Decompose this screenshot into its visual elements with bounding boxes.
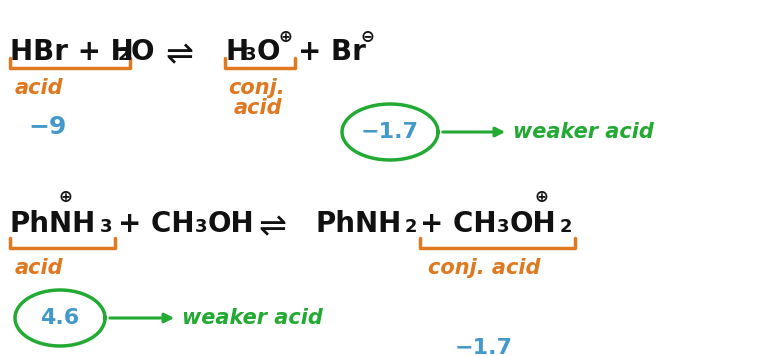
Text: + CH: + CH xyxy=(118,210,194,238)
Text: ⊕: ⊕ xyxy=(279,28,293,46)
Text: ⊕: ⊕ xyxy=(58,188,72,206)
Text: ⊖: ⊖ xyxy=(360,28,374,46)
Text: 2: 2 xyxy=(405,218,418,236)
Text: 4.6: 4.6 xyxy=(41,308,80,328)
Text: + Br: + Br xyxy=(298,38,366,66)
Text: H: H xyxy=(225,38,248,66)
Text: ⇌: ⇌ xyxy=(258,210,286,243)
Text: O: O xyxy=(257,38,280,66)
Text: 2: 2 xyxy=(118,46,131,64)
Text: 3: 3 xyxy=(100,218,112,236)
Text: OH: OH xyxy=(208,210,255,238)
Text: ⇌: ⇌ xyxy=(165,38,193,71)
Text: weaker acid: weaker acid xyxy=(182,308,323,328)
Text: −9: −9 xyxy=(28,115,66,139)
Text: O: O xyxy=(131,38,154,66)
Text: HBr + H: HBr + H xyxy=(10,38,134,66)
Text: acid: acid xyxy=(234,98,283,118)
Text: 3: 3 xyxy=(195,218,207,236)
Text: + CH: + CH xyxy=(420,210,496,238)
Text: 3: 3 xyxy=(497,218,509,236)
Text: 3: 3 xyxy=(244,46,257,64)
Text: ⊕: ⊕ xyxy=(535,188,549,206)
Text: OH: OH xyxy=(510,210,557,238)
Text: PhNH: PhNH xyxy=(10,210,96,238)
Text: weaker acid: weaker acid xyxy=(513,122,654,142)
Text: 2: 2 xyxy=(560,218,572,236)
Text: acid: acid xyxy=(15,78,64,98)
Text: PhNH: PhNH xyxy=(315,210,401,238)
Text: conj. acid: conj. acid xyxy=(428,258,541,278)
Text: −1.7: −1.7 xyxy=(361,122,419,142)
Text: −1.7: −1.7 xyxy=(455,338,513,356)
Text: acid: acid xyxy=(15,258,64,278)
Text: conj.: conj. xyxy=(228,78,285,98)
